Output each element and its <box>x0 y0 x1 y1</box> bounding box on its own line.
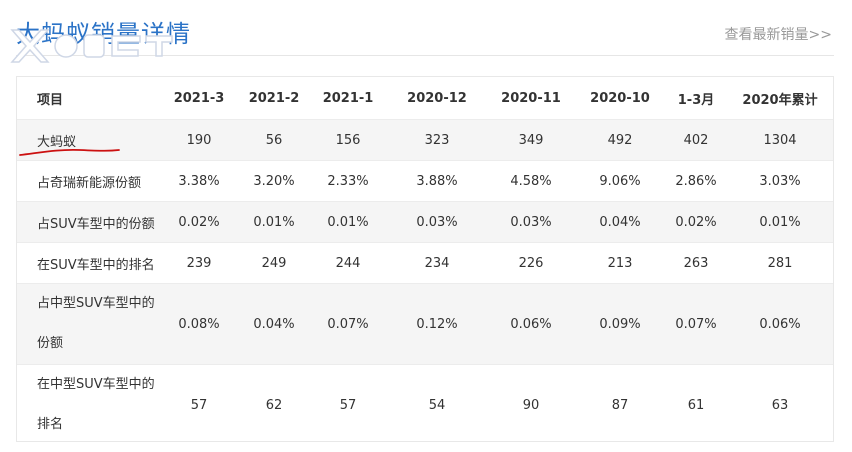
column-header: 2020-10 <box>590 90 650 106</box>
table-cell: 281 <box>727 242 833 284</box>
table-cell: 56 <box>239 119 309 161</box>
table-cell: 3.03% <box>727 160 833 202</box>
row-label: 在SUV车型中的排名 <box>17 242 159 284</box>
header-divider <box>16 55 834 56</box>
table-cell: 3.20% <box>239 160 309 202</box>
table-row: 在SUV车型中的排名 239 249 244 234 226 213 263 2… <box>17 242 833 284</box>
table-cell: 4.58% <box>487 160 575 202</box>
table-cell: 0.01% <box>309 201 387 243</box>
table-cell: 0.03% <box>487 201 575 243</box>
table-cell: 249 <box>239 242 309 284</box>
table-cell: 9.06% <box>575 160 665 202</box>
column-header: 2020年累计 <box>742 92 818 108</box>
table-row: 大蚂蚁 190 56 156 323 349 492 402 1304 <box>17 119 833 161</box>
table-row: 占中型SUV车型中的份额 0.08% 0.04% 0.07% 0.12% 0.0… <box>17 283 833 365</box>
table-cell: 0.07% <box>309 283 387 365</box>
table-cell: 402 <box>665 119 727 161</box>
table-cell: 63 <box>727 364 833 445</box>
sales-table: 项目 2021-3 2021-2 2021-1 2020-12 2020-11 … <box>16 76 834 445</box>
table-cell: 3.88% <box>387 160 487 202</box>
column-header: 2021-1 <box>322 90 374 106</box>
table-cell: 2.86% <box>665 160 727 202</box>
table-cell: 87 <box>575 364 665 445</box>
column-header: 2021-3 <box>173 90 225 106</box>
table-row: 占奇瑞新能源份额 3.38% 3.20% 2.33% 3.88% 4.58% 9… <box>17 160 833 202</box>
table-cell: 492 <box>575 119 665 161</box>
table-row: 在中型SUV车型中的排名 57 62 57 54 90 87 61 63 <box>17 364 833 445</box>
table-cell: 156 <box>309 119 387 161</box>
table-cell: 190 <box>159 119 239 161</box>
row-label: 占中型SUV车型中的份额 <box>17 283 159 365</box>
table-cell: 349 <box>487 119 575 161</box>
view-latest-sales-link[interactable]: 查看最新销量>> <box>724 27 832 43</box>
row-label-text: 占中型SUV车型中的份额 <box>37 296 155 351</box>
table-cell: 57 <box>309 364 387 445</box>
section-header: 大蚂蚁销量详情 查看最新销量>> <box>0 0 852 63</box>
table-cell: 62 <box>239 364 309 445</box>
column-header: 2020-11 <box>501 90 561 106</box>
row-label-text: 在中型SUV车型中的排名 <box>37 377 155 432</box>
table-cell: 263 <box>665 242 727 284</box>
table-cell: 61 <box>665 364 727 445</box>
table-cell: 213 <box>575 242 665 284</box>
table-cell: 0.04% <box>575 201 665 243</box>
row-label: 大蚂蚁 <box>17 119 159 161</box>
column-header: 2020-12 <box>407 90 467 106</box>
table-cell: 234 <box>387 242 487 284</box>
table-cell: 0.12% <box>387 283 487 365</box>
row-label: 在中型SUV车型中的排名 <box>17 364 159 445</box>
table-cell: 0.08% <box>159 283 239 365</box>
table-cell: 0.02% <box>159 201 239 243</box>
column-header: 1-3月 <box>677 92 715 108</box>
table-cell: 0.07% <box>665 283 727 365</box>
table-row: 占SUV车型中的份额 0.02% 0.01% 0.01% 0.03% 0.03%… <box>17 201 833 243</box>
table-cell: 0.04% <box>239 283 309 365</box>
table-cell: 2.33% <box>309 160 387 202</box>
table-cell: 0.06% <box>487 283 575 365</box>
table-cell: 244 <box>309 242 387 284</box>
table-cell: 1304 <box>727 119 833 161</box>
column-header: 2021-2 <box>248 90 300 106</box>
table-cell: 90 <box>487 364 575 445</box>
table-cell: 0.01% <box>727 201 833 243</box>
table-cell: 0.06% <box>727 283 833 365</box>
table-cell: 226 <box>487 242 575 284</box>
table-cell: 0.09% <box>575 283 665 365</box>
row-label: 占奇瑞新能源份额 <box>17 160 159 202</box>
column-header: 项目 <box>37 92 64 108</box>
table-cell: 0.01% <box>239 201 309 243</box>
table-cell: 239 <box>159 242 239 284</box>
table-cell: 0.02% <box>665 201 727 243</box>
red-underline-mark-icon <box>19 148 120 156</box>
table-cell: 323 <box>387 119 487 161</box>
table-cell: 0.03% <box>387 201 487 243</box>
table-cell: 57 <box>159 364 239 445</box>
table-cell: 54 <box>387 364 487 445</box>
xcar-logo-icon <box>10 29 173 63</box>
table-header-row: 项目 2021-3 2021-2 2021-1 2020-12 2020-11 … <box>17 77 833 120</box>
table-cell: 3.38% <box>159 160 239 202</box>
row-label: 占SUV车型中的份额 <box>17 201 159 243</box>
